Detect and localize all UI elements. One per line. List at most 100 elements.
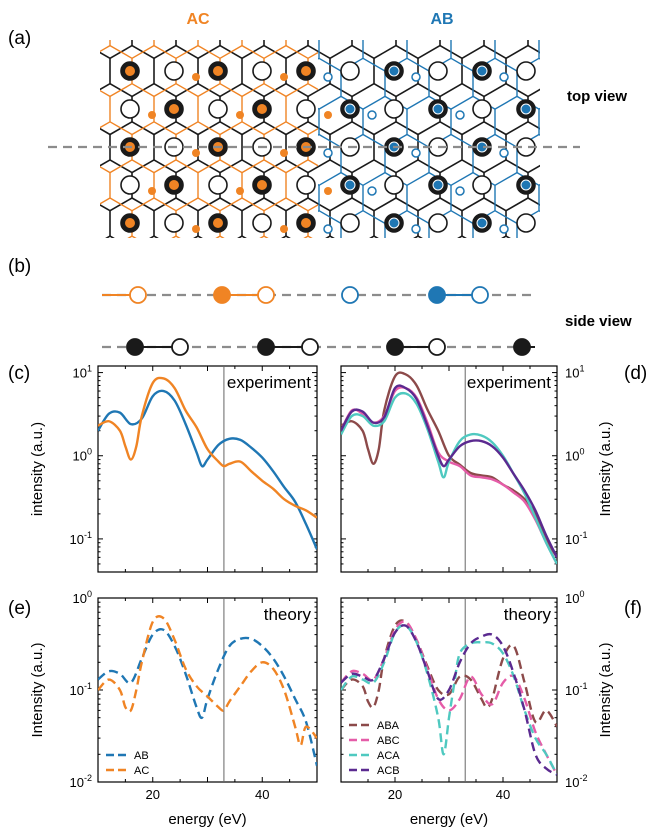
ab-bond [561,58,583,71]
bond [594,274,616,287]
ab-bond [649,96,662,109]
ac-bond [131,44,155,59]
carbon-atom [516,213,536,233]
bond [66,84,88,97]
ab-atom [411,148,421,158]
ac-bond [396,236,418,249]
bond [193,235,199,238]
bond [109,235,115,238]
side-view-label: side view [565,313,632,330]
carbon-atom [428,61,448,81]
series-line-abc [341,620,557,776]
bond [616,198,638,211]
ab-atom [344,103,356,115]
ac-bond [330,274,352,287]
ac-bond [88,274,110,287]
bond [550,46,572,59]
ac-bond [110,274,132,287]
y-tick-label: 10-2 [70,773,92,790]
ab-bond [385,249,407,262]
ab-bond [627,211,649,224]
ab-atom [476,217,488,229]
side-atom [341,286,359,304]
ac-bond [171,235,177,238]
x-tick-label: 20 [146,787,160,802]
bond [264,274,286,287]
ac-bond [197,159,221,174]
bond [132,274,154,287]
series-line-aca [341,391,557,565]
bond [638,236,660,249]
bond [307,197,318,205]
bond [505,44,529,59]
bond [461,235,467,238]
ab-bond [450,57,474,72]
ac-bond [100,166,111,174]
carbon-atom [120,175,140,195]
bond [594,160,616,173]
ac-atom [324,187,332,195]
ac-atom [148,187,156,195]
ac-bond [197,44,221,59]
bond [307,121,318,129]
bond [616,122,638,135]
bond [329,44,353,59]
ab-bond [517,249,539,262]
ac-bond [263,44,287,59]
ac-bond [303,235,309,238]
ab-bond [406,210,430,225]
ab-bond [583,249,605,262]
bond [616,274,638,287]
y-axis-label: Intensity (a.u.) [597,642,614,737]
ab-bond [538,57,540,60]
ab-bond [649,249,662,262]
bond [100,83,111,91]
atoms-right [323,61,536,234]
bond [616,46,638,59]
bond [373,121,397,136]
bond [330,274,352,287]
bond [88,274,110,287]
bond [550,274,572,287]
bond [572,46,594,59]
ac-bond [219,44,243,59]
ac-bond [241,44,265,59]
ac-bond [66,160,88,173]
y-tick-label: 10-2 [565,773,587,790]
ac-bond [285,197,309,212]
y-tick-label: 100 [565,447,584,464]
bond [527,164,540,174]
bond [44,236,66,249]
bond [307,44,318,53]
ac-bond [241,121,265,136]
bond [550,122,572,135]
bond [285,235,291,238]
bond [594,236,616,249]
bond [373,44,397,59]
legend-label: ABA [377,720,400,732]
bond [351,83,375,98]
legend: AB AC [106,750,149,777]
ac-bond [215,235,221,238]
ab-bond [362,57,386,72]
series-group [98,615,317,767]
bond [110,274,132,287]
bond [461,44,485,59]
y-tick-label: 10-1 [565,681,587,698]
ab-bond [450,95,474,110]
ac-bond [131,197,155,212]
bond [572,198,594,211]
ab-atom [323,72,333,82]
ac-atom [301,66,311,76]
ac-bond [440,236,462,249]
series-group [341,619,557,776]
ac-atom [213,218,223,228]
ac-bond [308,274,330,287]
ab-bond [494,57,518,72]
ab-bond [494,210,518,225]
plot-frame [97,597,318,783]
ac-bond [88,236,110,249]
bond [461,121,485,136]
bond [550,236,572,249]
